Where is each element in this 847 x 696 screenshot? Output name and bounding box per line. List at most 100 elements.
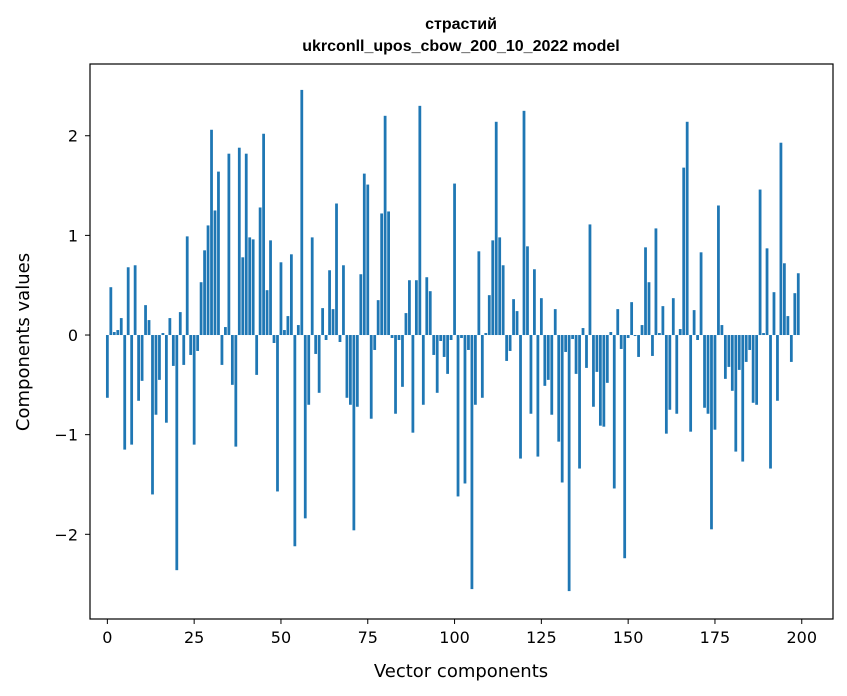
bar bbox=[661, 306, 665, 336]
bar bbox=[296, 325, 300, 336]
bar bbox=[571, 335, 574, 340]
bar bbox=[272, 335, 276, 343]
bar bbox=[463, 335, 467, 484]
bar bbox=[651, 335, 654, 356]
bar bbox=[185, 236, 189, 336]
bar bbox=[706, 335, 710, 414]
y-axis-ticks: −2 −1 0 1 2 bbox=[54, 127, 90, 544]
bar bbox=[289, 254, 293, 336]
bar bbox=[522, 110, 526, 336]
bar bbox=[324, 335, 328, 340]
y-axis-label: Components values bbox=[13, 253, 34, 431]
bar bbox=[567, 335, 571, 592]
bar bbox=[609, 332, 613, 336]
bar bbox=[269, 240, 272, 336]
bar bbox=[300, 89, 304, 336]
bar bbox=[477, 251, 481, 336]
y-tick-label: −1 bbox=[54, 426, 78, 445]
x-axis-ticks: 0 25 50 75 100 125 150 175 200 bbox=[102, 619, 817, 647]
bar bbox=[192, 335, 196, 445]
bar bbox=[439, 335, 443, 341]
bar bbox=[779, 142, 783, 336]
bar bbox=[501, 265, 505, 336]
bar bbox=[671, 298, 675, 336]
bar bbox=[682, 167, 686, 336]
bar bbox=[203, 250, 206, 336]
bar bbox=[678, 329, 682, 336]
x-tick-label: 125 bbox=[526, 628, 557, 647]
bar bbox=[435, 335, 439, 393]
bar bbox=[696, 335, 699, 340]
bar bbox=[598, 335, 602, 426]
bar bbox=[164, 335, 168, 423]
bar bbox=[328, 270, 331, 336]
bar bbox=[723, 335, 727, 379]
bar bbox=[484, 333, 488, 336]
bar bbox=[616, 309, 620, 336]
bar bbox=[196, 335, 200, 351]
bar bbox=[314, 335, 318, 354]
bar bbox=[331, 309, 335, 336]
bar bbox=[126, 267, 130, 336]
bar bbox=[737, 335, 741, 370]
bar bbox=[206, 225, 210, 336]
bar bbox=[112, 332, 116, 336]
bar bbox=[446, 335, 449, 374]
bar bbox=[255, 335, 259, 375]
bar bbox=[279, 262, 283, 336]
bar bbox=[717, 205, 720, 336]
bar bbox=[213, 210, 217, 336]
bar bbox=[647, 282, 651, 336]
bar bbox=[574, 335, 578, 374]
bar bbox=[119, 318, 123, 336]
bar bbox=[796, 273, 800, 336]
bar bbox=[408, 280, 411, 336]
bar bbox=[553, 309, 557, 336]
bar bbox=[265, 290, 269, 336]
bar bbox=[533, 269, 536, 336]
bar bbox=[491, 240, 495, 336]
bar bbox=[161, 333, 165, 336]
bar bbox=[380, 213, 384, 336]
bar bbox=[480, 335, 484, 398]
bar bbox=[276, 335, 279, 492]
bar bbox=[546, 335, 550, 380]
bar bbox=[585, 335, 588, 368]
bar bbox=[612, 335, 616, 489]
bar bbox=[592, 335, 595, 407]
bar bbox=[494, 121, 498, 336]
bar bbox=[342, 265, 345, 336]
bar bbox=[658, 333, 661, 336]
bar bbox=[418, 105, 422, 336]
bar bbox=[751, 335, 755, 403]
bar bbox=[151, 335, 154, 495]
bar bbox=[470, 335, 474, 590]
bar bbox=[515, 311, 519, 336]
bar bbox=[293, 335, 297, 547]
bar bbox=[793, 293, 797, 336]
bar bbox=[178, 312, 182, 336]
bar bbox=[637, 335, 640, 357]
bar bbox=[237, 147, 241, 336]
bar bbox=[449, 335, 453, 340]
chart-subtitle: ukrconll_upos_cbow_200_10_2022 model bbox=[302, 38, 619, 55]
bar bbox=[109, 287, 113, 336]
bar bbox=[404, 313, 408, 336]
bar bbox=[786, 316, 790, 336]
bar bbox=[175, 335, 179, 571]
bar bbox=[154, 335, 158, 415]
bar bbox=[376, 300, 380, 336]
bar bbox=[689, 335, 693, 432]
bar bbox=[776, 335, 779, 401]
bar bbox=[498, 237, 502, 336]
bar bbox=[727, 335, 731, 367]
bar bbox=[307, 335, 311, 405]
bar bbox=[144, 305, 147, 336]
bar bbox=[578, 335, 581, 469]
bars-group bbox=[105, 89, 800, 592]
bar bbox=[428, 291, 432, 336]
bar bbox=[383, 115, 387, 336]
bar bbox=[137, 335, 140, 401]
bar bbox=[171, 335, 175, 366]
bar bbox=[456, 335, 460, 497]
